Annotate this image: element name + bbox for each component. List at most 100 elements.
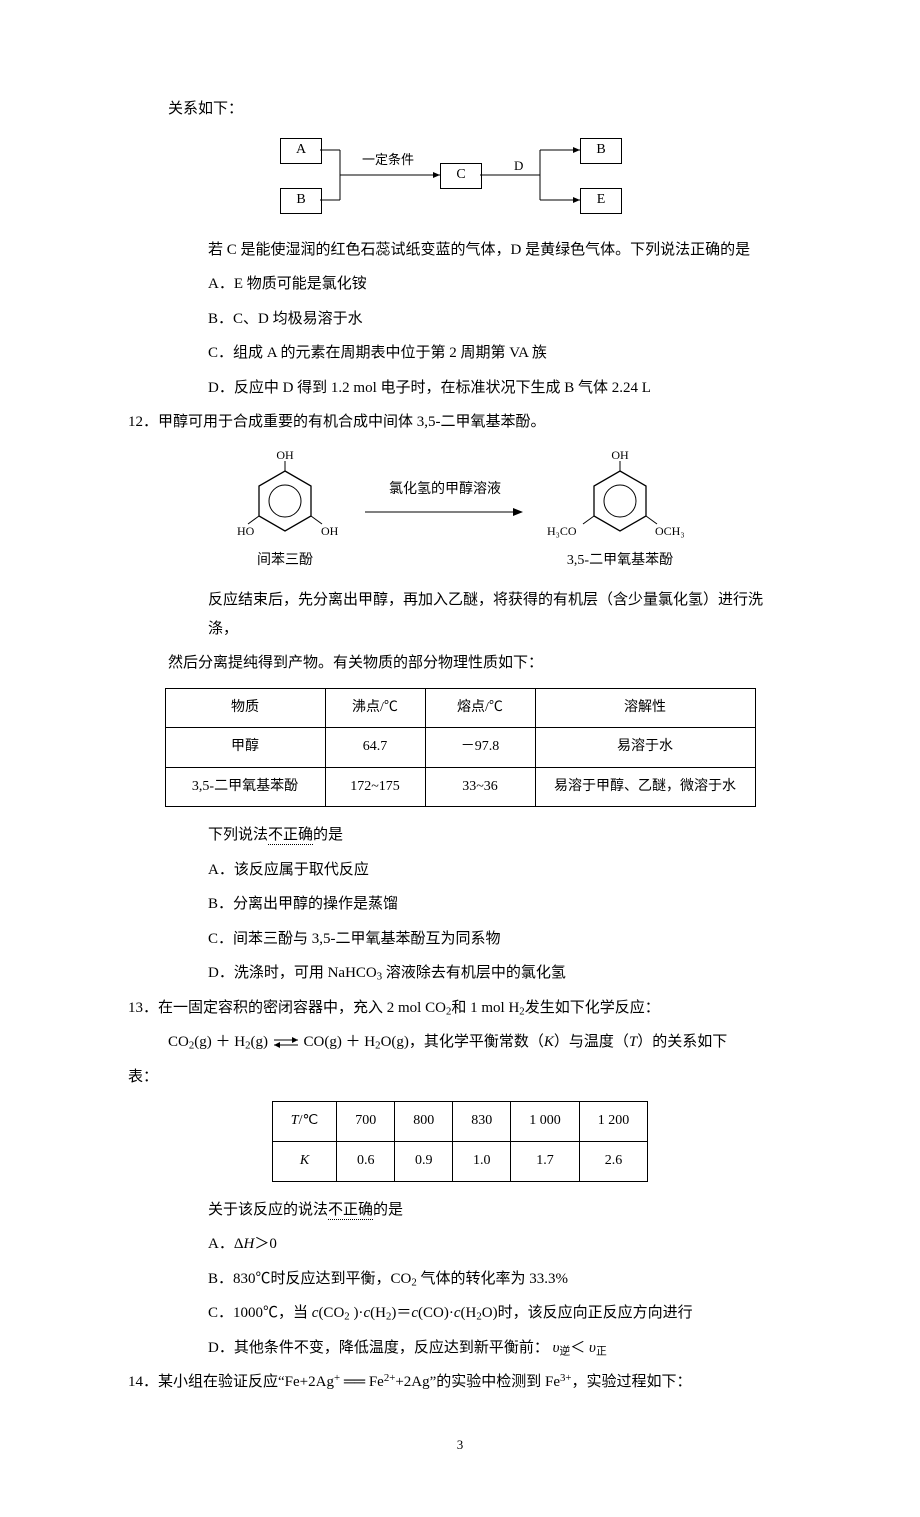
- product-svg: OH H₃CO OCH₃: [545, 449, 695, 544]
- var-c: c: [454, 1305, 461, 1321]
- q12-lead: 下列说法不正确的是: [128, 821, 792, 850]
- eq-f: ）与温度（: [554, 1034, 629, 1050]
- q12-opt-c: C．间苯三酚与 3,5-二甲氧基苯酚互为同系物: [128, 925, 792, 954]
- td: 830: [453, 1102, 511, 1142]
- svg-text:OH: OH: [611, 449, 629, 462]
- td: 33~36: [425, 767, 535, 807]
- q13-a-pre: A．Δ: [208, 1236, 243, 1252]
- q12-d-pre: D．洗涤时，可用 NaHCO: [208, 965, 377, 981]
- q12-para2: 然后分离提纯得到产物。有关物质的部分物理性质如下：: [128, 649, 792, 678]
- var-v: υ: [553, 1340, 560, 1356]
- q14-d: ，实验过程如下：: [572, 1374, 692, 1390]
- product-structure: OH H₃CO OCH₃ 3,5-二甲氧基苯酚: [545, 449, 695, 575]
- sup-2plus: 2+: [384, 1372, 396, 1384]
- td: 易溶于甲醇、乙醚，微溶于水: [535, 767, 755, 807]
- q13-lead-a: 关于该反应的说法: [208, 1202, 328, 1218]
- th-bp: 沸点/℃: [325, 688, 425, 728]
- q12-para1: 反应结束后，先分离出甲醇，再加入乙醚，将获得的有机层（含少量氯化氢）进行洗涤，: [128, 586, 792, 643]
- q12-line: 12．甲醇可用于合成重要的有机合成中间体 3,5-二甲氧基苯酚。: [128, 408, 792, 437]
- th-mp: 熔点/℃: [425, 688, 535, 728]
- table-row: 物质 沸点/℃ 熔点/℃ 溶解性: [165, 688, 755, 728]
- eq-e: O(g)，其化学平衡常数（: [381, 1034, 544, 1050]
- td: 700: [337, 1102, 395, 1142]
- q13-line: 13．在一固定容积的密闭容器中，充入 2 mol CO2和 1 mol H2发生…: [128, 994, 792, 1023]
- intro-lead: 关系如下：: [128, 95, 792, 124]
- td: 800: [395, 1102, 453, 1142]
- td: 2.6: [579, 1141, 648, 1181]
- flow-lines: [280, 132, 640, 222]
- svg-text:H₃CO: H₃CO: [547, 524, 577, 538]
- sub-rev: 逆: [559, 1345, 570, 1357]
- eq-a: CO: [168, 1034, 189, 1050]
- eq-g: ）的关系如下: [637, 1034, 727, 1050]
- q13-c-2: )·: [350, 1305, 364, 1321]
- table-row: K 0.6 0.9 1.0 1.7 2.6: [272, 1141, 647, 1181]
- eq-d: CO(g) ＋ H: [300, 1034, 375, 1050]
- var-c: c: [312, 1305, 319, 1321]
- q13-opt-d: D．其他条件不变，降低温度，反应达到新平衡前： υ逆＜ υ正: [128, 1334, 792, 1363]
- q13-opt-c: C．1000℃，当 c(CO2 )·c(H2)＝c(CO)·c(H2O)时，该反…: [128, 1299, 792, 1328]
- q13-b-pre: B．830℃时反应达到平衡，CO: [208, 1271, 411, 1287]
- svg-text:HO: HO: [237, 524, 255, 538]
- th-k: K: [272, 1141, 336, 1181]
- td: 1 200: [579, 1102, 648, 1142]
- td: 0.6: [337, 1141, 395, 1181]
- q12-number: 12．: [128, 414, 158, 430]
- q13-biao: 表：: [128, 1063, 792, 1092]
- q14-a: 某小组在验证反应“Fe+2Ag: [158, 1374, 334, 1390]
- table-row: T/℃ 700 800 830 1 000 1 200: [272, 1102, 647, 1142]
- q13-lead-u: 不正确: [328, 1202, 373, 1220]
- q13-d-mid: ＜: [570, 1340, 589, 1356]
- reaction-arrow: 氯化氢的甲醇溶液: [365, 477, 525, 520]
- td: 甲醇: [165, 728, 325, 768]
- td: 1.7: [511, 1141, 580, 1181]
- td: 3,5-二甲氧基苯酚: [165, 767, 325, 807]
- td: －97.8: [425, 728, 535, 768]
- flow-diagram: A B C B E 一定条件 D: [280, 132, 640, 222]
- q14-number: 14．: [128, 1374, 158, 1390]
- product-caption: 3,5-二甲氧基苯酚: [545, 548, 695, 575]
- q11-opt-b: B．C、D 均极易溶于水: [128, 305, 792, 334]
- q13-opt-a: A．ΔH＞0: [128, 1230, 792, 1259]
- q13-stem-a: 在一固定容积的密闭容器中，充入 2 mol CO: [158, 1000, 446, 1016]
- var-c: c: [363, 1305, 370, 1321]
- q12-lead-b: 的是: [313, 827, 343, 843]
- q12-opt-b: B．分离出甲醇的操作是蒸馏: [128, 890, 792, 919]
- q13-opt-b: B．830℃时反应达到平衡，CO2 气体的转化率为 33.3%: [128, 1265, 792, 1294]
- q12-opt-a: A．该反应属于取代反应: [128, 856, 792, 885]
- eq-c: (g): [250, 1034, 271, 1050]
- equil-arrow-icon: [272, 1036, 300, 1048]
- svg-text:OCH₃: OCH₃: [655, 524, 685, 538]
- q13-c-1: (CO: [318, 1305, 344, 1321]
- q13-number: 13．: [128, 1000, 158, 1016]
- arrow-label: 氯化氢的甲醇溶液: [389, 477, 501, 504]
- td: 172~175: [325, 767, 425, 807]
- q12-table: 物质 沸点/℃ 熔点/℃ 溶解性 甲醇 64.7 －97.8 易溶于水 3,5-…: [165, 688, 756, 808]
- q13-stem-b: 和 1 mol H: [451, 1000, 519, 1016]
- table-row: 甲醇 64.7 －97.8 易溶于水: [165, 728, 755, 768]
- q12-lead-u: 不正确: [268, 827, 313, 845]
- q14-c: +2Ag”的实验中检测到 Fe: [395, 1374, 560, 1390]
- th-substance: 物质: [165, 688, 325, 728]
- q14-line: 14．某小组在验证反应“Fe+2Ag+ ══ Fe2++2Ag”的实验中检测到 …: [128, 1368, 792, 1397]
- q13-stem-c: 发生如下化学反应：: [525, 1000, 660, 1016]
- var-h: H: [243, 1236, 254, 1252]
- reaction-scheme: OH HO OH 间苯三酚 氯化氢的甲醇溶液 OH H₃CO OCH₃ 3,5-…: [128, 449, 792, 575]
- flow-diagram-container: A B C B E 一定条件 D: [128, 132, 792, 222]
- sub-fwd: 正: [596, 1345, 607, 1357]
- reactant-caption: 间苯三酚: [225, 548, 345, 575]
- td: 1.0: [453, 1141, 511, 1181]
- q12-stem: 甲醇可用于合成重要的有机合成中间体 3,5-二甲氧基苯酚。: [158, 414, 546, 430]
- var-k: K: [544, 1034, 554, 1050]
- q13-a-post: ＞0: [254, 1236, 277, 1252]
- q12-d-tail: 溶液除去有机层中的氯化氢: [382, 965, 566, 981]
- q11-opt-c: C．组成 A 的元素在周期表中位于第 2 周期第 VA 族: [128, 339, 792, 368]
- q13-c-3: (H: [370, 1305, 386, 1321]
- var-c: c: [411, 1305, 418, 1321]
- q12-lead-a: 下列说法: [208, 827, 268, 843]
- q13-b-post: 气体的转化率为 33.3%: [417, 1271, 568, 1287]
- q13-c-6: (H: [461, 1305, 477, 1321]
- q13-lead-b: 的是: [373, 1202, 403, 1218]
- reactant-structure: OH HO OH 间苯三酚: [225, 449, 345, 575]
- q11-opt-d: D．反应中 D 得到 1.2 mol 电子时，在标准状况下生成 B 气体 2.2…: [128, 374, 792, 403]
